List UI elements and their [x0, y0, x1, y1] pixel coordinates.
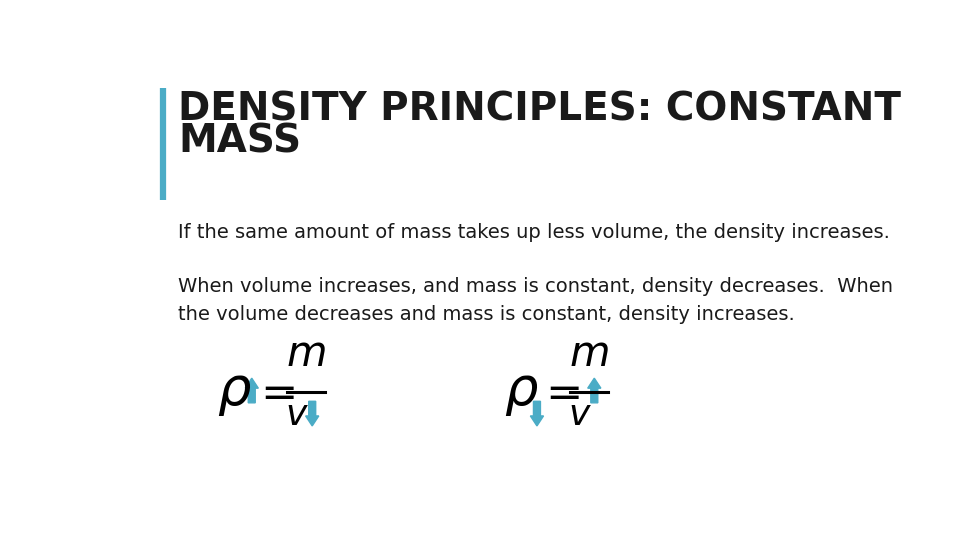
Text: $\rho$: $\rho$ [504, 366, 539, 418]
FancyArrow shape [305, 401, 319, 426]
Text: $=$: $=$ [252, 370, 295, 414]
Text: If the same amount of mass takes up less volume, the density increases.: If the same amount of mass takes up less… [179, 222, 890, 242]
FancyArrow shape [530, 401, 543, 426]
Text: MASS: MASS [179, 123, 301, 160]
Text: $v$: $v$ [285, 398, 308, 432]
Text: When volume increases, and mass is constant, density decreases.  When
the volume: When volume increases, and mass is const… [179, 276, 893, 323]
Text: $m$: $m$ [286, 333, 325, 375]
Text: $\rho$: $\rho$ [217, 366, 252, 418]
Text: $m$: $m$ [569, 333, 609, 375]
Text: $v$: $v$ [567, 398, 591, 432]
Text: $=$: $=$ [537, 370, 580, 414]
FancyArrow shape [588, 378, 601, 403]
FancyArrow shape [245, 378, 258, 403]
Text: DENSITY PRINCIPLES: CONSTANT: DENSITY PRINCIPLES: CONSTANT [179, 90, 901, 128]
